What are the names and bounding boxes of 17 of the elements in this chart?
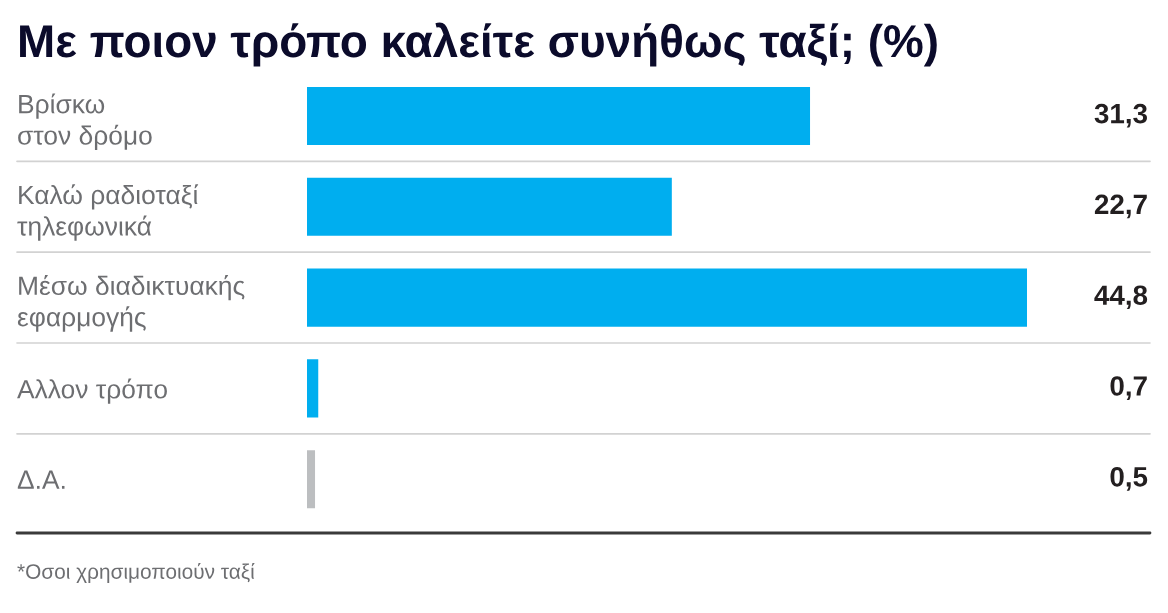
bar [307,450,316,509]
chart-title: Με ποιον τρόπο καλείτε συνήθως ταξί; (%) [20,22,937,67]
bar [307,86,811,146]
bar [307,177,672,236]
bar [307,359,319,418]
y-tick-label: Μέσω διαδικτυακής εφαρμογής [17,274,245,332]
y-tick-label: Αλλον τρόπο [17,378,167,404]
data-label: 44,8 [1094,285,1148,310]
text: *Οσοι χρησιμοποιούν ταξί [17,562,255,584]
y-tick-label: Βρίσκω στον δρόμο [18,93,152,151]
data-label: 0,7 [1110,376,1147,400]
data-label: 31,3 [1094,103,1147,128]
bar [307,268,1027,327]
data-label: 22,7 [1094,194,1147,219]
y-tick-label: Δ.Α. [17,470,65,489]
data-label: 0,5 [1110,466,1148,491]
y-tick-label: Καλώ ραδιοταξί τηλεφωνικά [17,184,199,241]
